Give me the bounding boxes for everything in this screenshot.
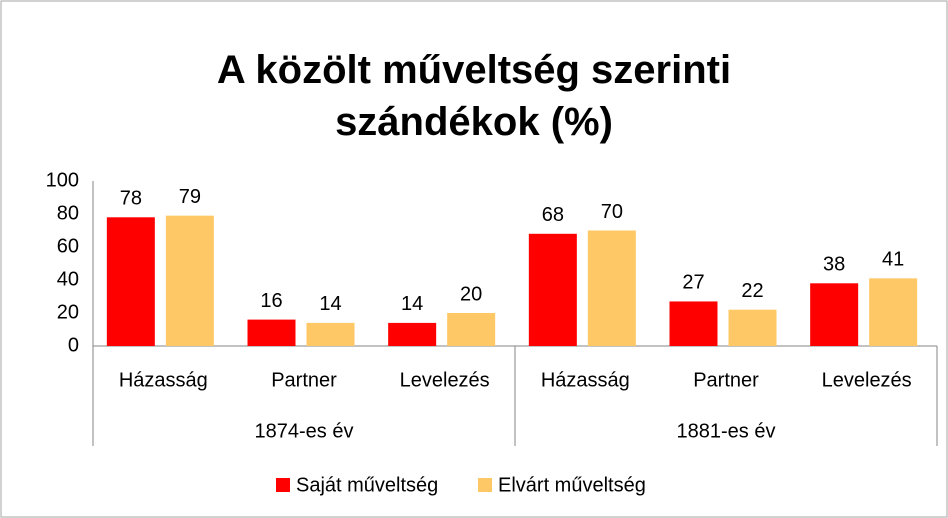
x-tick-label: Házasság <box>119 369 208 391</box>
bar <box>587 230 636 346</box>
x-tick-label: Házasság <box>541 369 630 391</box>
bar <box>106 217 155 346</box>
value-label: 14 <box>401 293 423 315</box>
value-label: 68 <box>542 204 564 226</box>
bar <box>247 319 296 346</box>
legend-label: Saját műveltség <box>296 474 438 496</box>
group-label: 1881-es év <box>677 420 776 442</box>
bar <box>669 301 718 346</box>
bar <box>728 309 777 346</box>
value-label: 27 <box>682 272 704 294</box>
value-label: 16 <box>260 290 282 312</box>
y-tick-label: 20 <box>57 301 79 323</box>
x-tick-label: Levelezés <box>400 369 490 391</box>
value-label: 38 <box>823 254 845 276</box>
x-tick-label: Partner <box>271 369 337 391</box>
group-label: 1874-es év <box>255 420 354 442</box>
bar <box>869 278 918 346</box>
y-tick-label: 60 <box>57 235 79 257</box>
y-tick-label: 100 <box>46 169 79 191</box>
bar <box>388 322 437 346</box>
x-tick-label: Levelezés <box>822 369 912 391</box>
chart-title: A közölt műveltség szerinti szándékok (%… <box>216 48 732 144</box>
y-tick-label: 0 <box>68 334 79 356</box>
value-label: 41 <box>882 249 904 271</box>
bar <box>528 233 577 346</box>
bar <box>165 215 214 346</box>
legend-swatch <box>478 478 492 492</box>
value-label: 70 <box>601 201 623 223</box>
bar <box>306 322 355 346</box>
x-tick-label: Partner <box>693 369 759 391</box>
legend-label: Elvárt műveltség <box>498 474 646 496</box>
bar <box>810 283 859 346</box>
value-label: 78 <box>120 188 142 210</box>
y-tick-label: 40 <box>57 268 79 290</box>
bar <box>447 313 496 346</box>
value-label: 14 <box>319 293 341 315</box>
value-label: 22 <box>741 280 763 302</box>
value-label: 79 <box>179 186 201 208</box>
y-tick-label: 80 <box>57 202 79 224</box>
value-label: 20 <box>460 283 482 305</box>
legend-swatch <box>276 478 290 492</box>
